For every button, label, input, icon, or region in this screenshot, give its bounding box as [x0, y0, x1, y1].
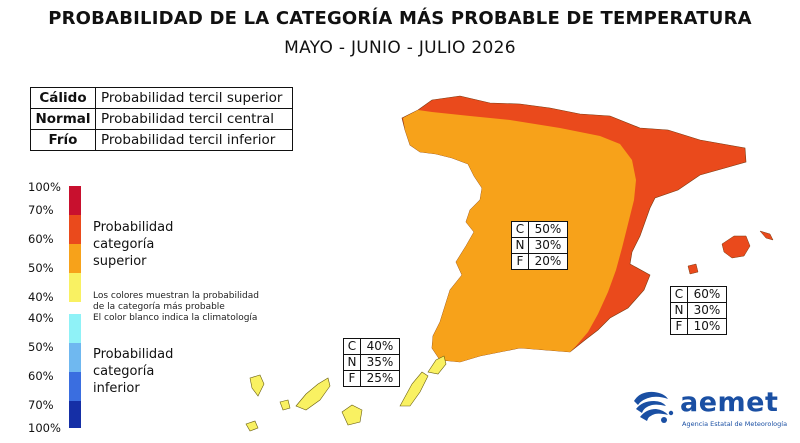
scale-label: 60% [28, 369, 54, 383]
scale-label: 100% [28, 180, 61, 194]
prob-key: C [511, 221, 529, 238]
aemet-logo: aemet Agencia Estatal de Meteorología [630, 385, 790, 435]
prob-row: N 35% [343, 354, 400, 371]
prob-value: 30% [687, 302, 727, 319]
mallorca-island [721, 235, 751, 259]
caption-upper: Probabilidad categoría superior [93, 219, 173, 270]
prob-value: 30% [528, 237, 568, 254]
prob-value: 40% [360, 338, 400, 355]
prob-row: N 30% [670, 302, 727, 319]
scale-label: 70% [28, 398, 54, 412]
prob-value: 25% [360, 370, 400, 387]
scale-swatch [69, 244, 81, 273]
map-title: PROBABILIDAD DE LA CATEGORÍA MÁS PROBABL… [48, 8, 752, 29]
prob-key: C [343, 338, 361, 355]
lanzarote-island [427, 355, 447, 375]
prob-row: C 60% [670, 286, 727, 303]
legend-row: Cálido Probabilidad tercil superior [30, 87, 293, 109]
scale-swatch [69, 314, 81, 343]
prob-row: F 10% [670, 318, 727, 335]
probability-box-interior: C 50% N 30% F 20% [511, 221, 568, 270]
prob-key: F [511, 253, 529, 270]
caption-line: Probabilidad [93, 347, 174, 362]
caption-line: categoría [93, 237, 155, 252]
prob-row: F 25% [343, 370, 400, 387]
scale-label: 60% [28, 232, 54, 246]
menorca-island [759, 230, 774, 241]
aemet-emblem-icon [634, 391, 674, 423]
scale-label: 40% [28, 311, 54, 325]
caption-line: inferior [93, 381, 140, 396]
prob-row: C 50% [511, 221, 568, 238]
gran-canaria-island [341, 404, 363, 426]
la-palma-island [249, 374, 265, 397]
legend-description: Probabilidad tercil inferior [95, 129, 293, 151]
fuerteventura-island [399, 371, 429, 407]
scale-swatch [69, 186, 81, 215]
prob-row: F 20% [511, 253, 568, 270]
prob-value: 60% [687, 286, 727, 303]
prob-value: 50% [528, 221, 568, 238]
probability-box-east: C 60% N 30% F 10% [670, 286, 727, 335]
map-subtitle: MAYO - JUNIO - JULIO 2026 [284, 38, 516, 58]
prob-value: 35% [360, 354, 400, 371]
scale-swatch [69, 215, 81, 244]
la-gomera-island [279, 399, 291, 411]
logo-subtitle: Agencia Estatal de Meteorología [682, 420, 788, 428]
scale-label: 70% [28, 203, 54, 217]
probability-box-canarias: C 40% N 35% F 25% [343, 338, 400, 387]
scale-label: 50% [28, 340, 54, 354]
caption-line: superior [93, 254, 147, 269]
legend-row: Frío Probabilidad tercil inferior [30, 129, 293, 151]
prob-key: C [670, 286, 688, 303]
note-line: de la categoría más probable [93, 302, 225, 312]
scale-swatch [69, 343, 81, 372]
prob-key: N [670, 302, 688, 319]
ibiza-island [687, 263, 699, 275]
prob-key: F [343, 370, 361, 387]
caption-line: Probabilidad [93, 220, 174, 235]
note-line: El color blanco indica la climatología [93, 313, 258, 323]
legend-description: Probabilidad tercil superior [95, 87, 293, 109]
prob-key: N [511, 237, 529, 254]
note-line: Los colores muestran la probabilidad [93, 291, 259, 301]
category-legend-table: Cálido Probabilidad tercil superior Norm… [30, 87, 293, 151]
scale-label: 40% [28, 290, 54, 304]
scale-label: 100% [28, 421, 61, 435]
prob-key: N [343, 354, 361, 371]
scale-swatch [69, 273, 81, 302]
caption-lower: Probabilidad categoría inferior [93, 346, 173, 397]
scale-label: 50% [28, 261, 54, 275]
prob-row: N 30% [511, 237, 568, 254]
legend-category: Frío [30, 129, 96, 151]
prob-value: 10% [687, 318, 727, 335]
prob-row: C 40% [343, 338, 400, 355]
prob-value: 20% [528, 253, 568, 270]
scale-swatch [69, 401, 81, 428]
logo-wordmark: aemet [680, 387, 779, 418]
scale-note: Los colores muestran la probabilidad de … [93, 291, 259, 324]
prob-key: F [670, 318, 688, 335]
el-hierro-island [245, 420, 259, 432]
scale-swatch [69, 372, 81, 401]
caption-line: categoría [93, 364, 155, 379]
tenerife-island [295, 377, 331, 411]
